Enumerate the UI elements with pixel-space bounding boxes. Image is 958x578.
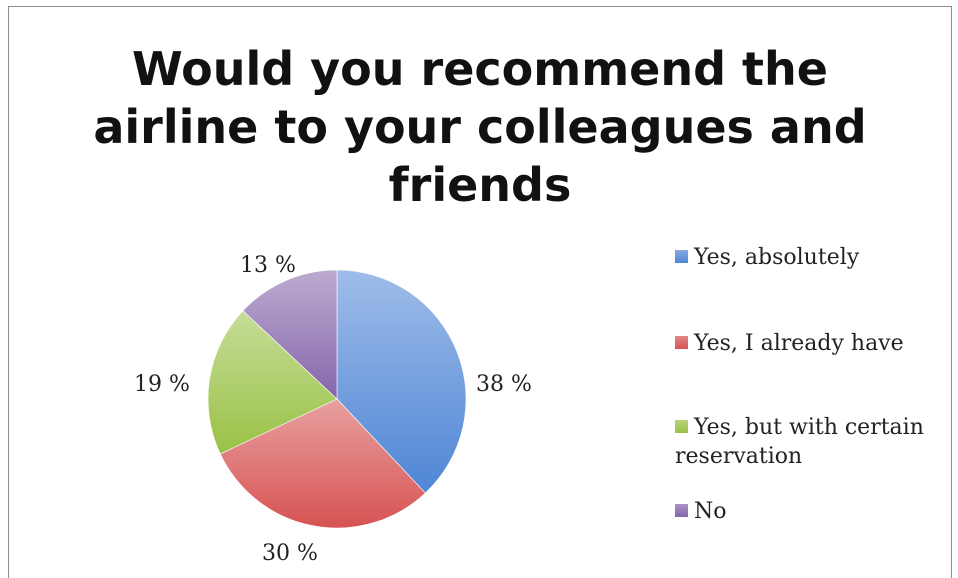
pie-slice-1	[336, 269, 467, 494]
pie-slice-3	[207, 310, 338, 455]
legend-item-2: Yes, I already have	[675, 329, 945, 358]
legend-item-4: No	[675, 497, 945, 526]
legend-label-2: Yes, I already have	[694, 331, 904, 356]
slice-label-4: 13 %	[240, 253, 296, 278]
chart-title-line-3: friends	[388, 158, 572, 212]
legend-item-1: Yes, absolutely	[675, 243, 945, 272]
chart-title: Would you recommend the airline to your …	[80, 40, 880, 214]
legend-swatch-3	[675, 420, 688, 433]
pie-slice-2	[219, 398, 426, 529]
chart-title-line-2: airline to your colleagues and	[93, 100, 867, 154]
chart-frame	[8, 6, 952, 578]
legend-label-4: No	[694, 499, 727, 524]
legend-label-3: Yes, but with certain reservation	[675, 415, 924, 469]
legend-swatch-4	[675, 504, 688, 517]
legend-label-1: Yes, absolutely	[694, 245, 860, 270]
slice-label-3: 19 %	[134, 372, 190, 397]
legend-swatch-1	[675, 250, 688, 263]
chart-title-line-1: Would you recommend the	[132, 42, 828, 96]
slice-label-2: 30 %	[262, 541, 318, 566]
legend-item-3: Yes, but with certain reservation	[675, 413, 945, 471]
pie-slices	[207, 269, 467, 529]
legend-swatch-2	[675, 336, 688, 349]
slice-label-1: 38 %	[476, 372, 532, 397]
pie-slice-4	[242, 269, 338, 400]
